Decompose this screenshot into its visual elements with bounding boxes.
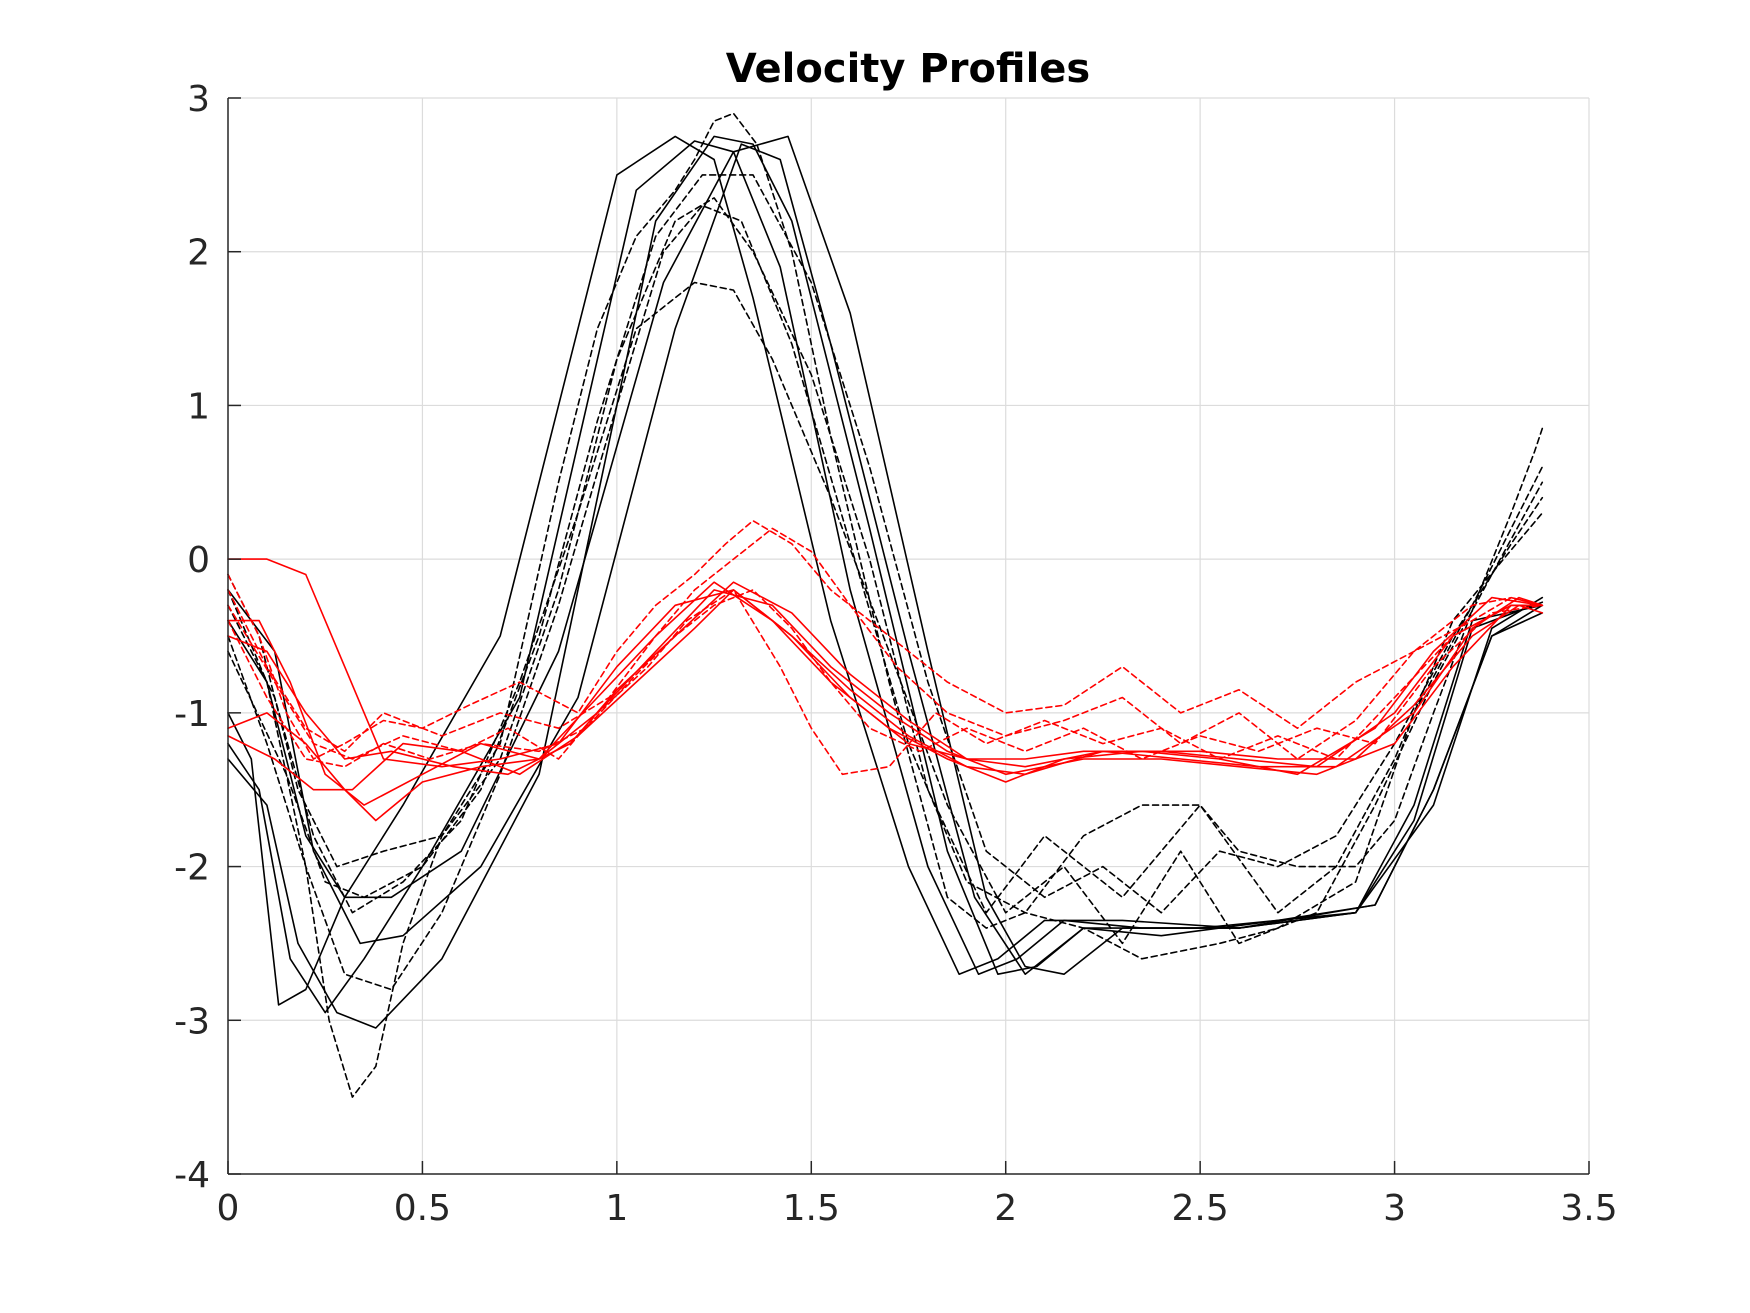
y-tick-label: 0	[187, 540, 210, 581]
plot-area	[228, 98, 1589, 1174]
x-tick-label: 0	[217, 1188, 240, 1229]
x-tick-label: 1.5	[783, 1188, 840, 1229]
series-line-16	[227, 519, 1544, 760]
series-line-9	[227, 204, 1544, 991]
x-tick-label: 2.5	[1172, 1188, 1229, 1229]
y-tick-label: -1	[174, 694, 210, 735]
tick-labels: 0 0.5 1 1.5 2 2.5 3 3.5 3 2 1 0 -1 -2 -3 -4	[174, 79, 1618, 1229]
series-line-14	[227, 589, 1544, 791]
series-line-5	[227, 143, 1544, 976]
x-tick-label: 1	[605, 1188, 628, 1229]
x-tick-label: 2	[994, 1188, 1017, 1229]
y-tick-label: -4	[174, 1155, 210, 1196]
x-tick-label: 0.5	[394, 1188, 451, 1229]
x-tick-label: 3	[1383, 1188, 1406, 1229]
y-tick-label: 2	[187, 233, 210, 274]
y-tick-label: 1	[187, 386, 210, 427]
series-group	[227, 112, 1544, 1098]
y-tick-label: 3	[187, 79, 210, 120]
y-tick-label: -3	[174, 1001, 210, 1042]
series-line-8	[227, 281, 1544, 945]
series-line-18	[227, 589, 1544, 776]
y-tick-label: -2	[174, 848, 210, 889]
series-line-13	[227, 589, 1544, 822]
chart-title: Velocity Profiles	[726, 46, 1090, 92]
series-line-6	[227, 112, 1544, 1098]
axes	[227, 97, 1590, 1175]
series-line-15	[227, 581, 1544, 776]
series-line-19	[227, 589, 1544, 768]
x-tick-label: 3.5	[1560, 1188, 1617, 1229]
series-line-17	[227, 527, 1544, 760]
series-line-10	[227, 174, 1544, 914]
series-line-4	[227, 135, 1544, 976]
series-line-11	[227, 558, 1544, 768]
series-line-7	[227, 197, 1544, 914]
